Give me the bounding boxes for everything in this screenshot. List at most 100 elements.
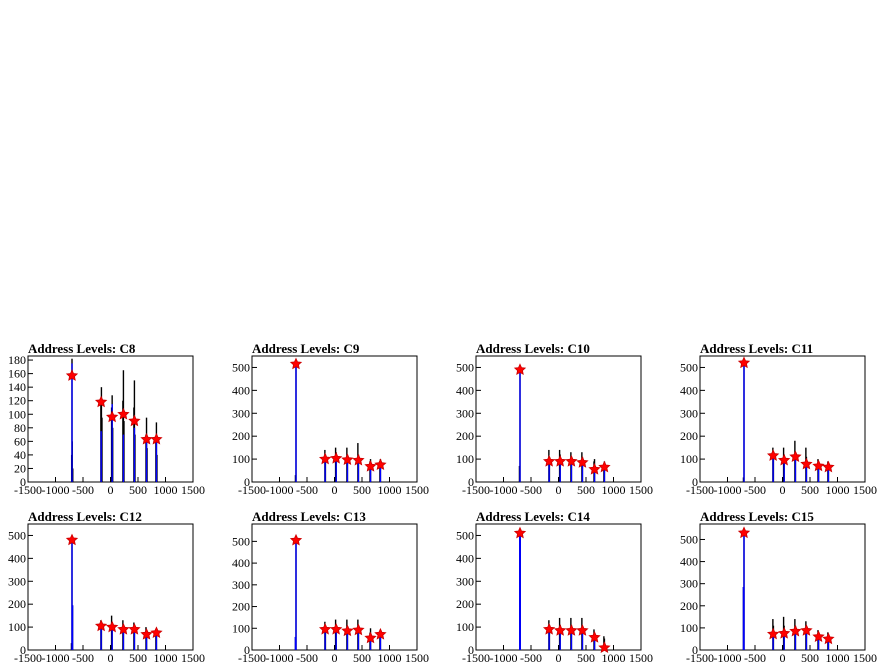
histogram-panel: Address Levels: C15 0 100 200 300 400 500 -1500… [680,509,877,665]
x-tick-label: -1000 [266,651,294,665]
y-tick-label: 100 [232,621,250,635]
chart-title: Address Levels: C12 [28,509,142,524]
x-tick-label: 0 [556,483,562,497]
y-tick-label: 500 [456,360,474,374]
peak-marker [822,460,835,473]
y-tick-label: 200 [8,597,26,611]
y-tick-label: 500 [456,528,474,542]
peak-marker [140,432,153,445]
peak-marker [588,462,601,475]
y-tick-label: 500 [232,534,250,548]
x-tick-label: -1500 [462,651,490,665]
histogram-panel: Address Levels: C10 0 100 200 300 400 500 -1500… [456,341,653,497]
x-tick-label: 1000 [602,651,626,665]
y-tick-label: 180 [8,353,26,367]
y-tick-label: 160 [8,367,26,381]
peak-marker [105,620,119,633]
x-tick-label: -500 [520,651,542,665]
peak-marker [117,622,130,635]
peak-marker [737,526,751,539]
y-tick-label: 300 [680,577,698,591]
plot-frame [27,523,194,651]
peak-marker [352,623,365,636]
y-tick-label: 300 [8,574,26,588]
histogram-panel: Address Levels: C90100200300400500-1500-… [232,341,429,497]
y-tick-label: 200 [680,599,698,613]
y-tick-label: 200 [232,600,250,614]
peak-marker [329,451,343,464]
y-tick-label: 40 [14,448,26,462]
x-tick-label: -1000 [714,651,742,665]
x-tick-label: 1500 [853,651,877,665]
histogram-panel: Address Levels: C13 0 100 200 300 400 500 -1500… [232,509,429,665]
x-tick-label: -500 [72,651,94,665]
y-tick-label: 60 [14,434,26,448]
y-tick-label: 200 [680,429,698,443]
chart-title: Address Levels: C13 [252,509,366,524]
histogram-panel: Address Levels: C11 0 100 200 300 400 500 -1500… [680,341,877,497]
peak-marker [812,630,825,642]
peak-marker [128,622,141,635]
histogram-panel: Address Levels: C12 0 100 200 300 400 500 -1500… [8,509,205,665]
y-tick-label: 400 [456,551,474,565]
x-tick-label: -1500 [686,651,714,665]
x-tick-label: 1500 [405,651,429,665]
chart-title: Address Levels: C10 [476,341,590,356]
peak-marker [576,624,589,636]
x-tick-label: 500 [129,651,147,665]
x-tick-label: -500 [744,651,766,665]
peak-marker [94,619,108,632]
peak-marker [553,454,567,467]
x-tick-label: -1000 [42,483,70,497]
y-tick-label: 0 [20,475,26,489]
peak-marker [117,407,130,420]
x-tick-label: 1500 [405,483,429,497]
x-tick-label: 1000 [602,483,626,497]
x-tick-label: 500 [577,483,595,497]
y-tick-label: 0 [468,475,474,489]
y-tick-label: 100 [456,620,474,634]
peak-marker [94,395,108,408]
x-tick-label: 500 [353,483,371,497]
y-tick-label: 300 [456,406,474,420]
peak-marker [777,453,791,466]
y-tick-label: 0 [244,475,250,489]
peak-marker [364,631,377,644]
chart-title: Address Levels: C9 [252,341,360,356]
x-tick-label: 1000 [826,651,850,665]
peak-marker [105,410,119,423]
y-tick-label: 120 [8,394,26,408]
peak-marker [777,626,791,639]
x-tick-label: 1000 [154,483,178,497]
peak-marker [789,450,802,463]
peak-marker [513,526,527,539]
x-tick-label: -1500 [686,483,714,497]
y-tick-label: 20 [14,461,26,475]
peak-marker [150,432,163,445]
x-tick-label: 1000 [826,483,850,497]
chart-title: Address Levels: C15 [700,509,814,524]
peak-marker [800,457,813,470]
peak-marker [289,533,303,546]
x-tick-label: 500 [353,651,371,665]
peak-marker [513,363,527,375]
y-tick-label: 0 [20,643,26,657]
x-tick-label: 1500 [181,651,205,665]
x-tick-label: -1000 [490,483,518,497]
y-tick-label: 300 [680,406,698,420]
plot-frame [251,355,418,483]
peak-marker [598,460,611,473]
peak-marker [329,622,343,635]
peak-marker [737,356,751,369]
peak-marker [576,456,589,468]
chart-title: Address Levels: C8 [28,341,136,356]
y-tick-label: 100 [8,407,26,421]
x-tick-label: 1500 [629,651,653,665]
histogram-panel: Address Levels: C14 0 100 200 300 400 500 -1500… [456,509,653,665]
peak-marker [341,453,354,466]
peak-marker [128,414,141,427]
y-tick-label: 200 [456,597,474,611]
y-tick-label: 100 [680,452,698,466]
y-tick-label: 500 [232,360,250,374]
